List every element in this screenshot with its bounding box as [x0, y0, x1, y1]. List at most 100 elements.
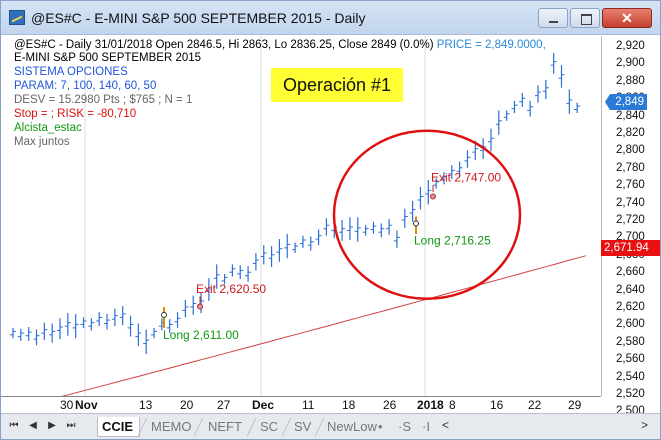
- price-bar: [417, 186, 424, 210]
- operation-annotation[interactable]: Operación #1: [271, 68, 403, 102]
- price-bar: [574, 102, 581, 113]
- workspace-tab-bar: ⏮ ◀ ▶ ⏭ CCIE MEMO NEFT SC SV NewLow • ·S…: [1, 413, 660, 439]
- price-bar: [511, 100, 518, 113]
- price-bar: [49, 323, 56, 343]
- price-bar: [378, 223, 385, 238]
- price-bar: [558, 65, 565, 88]
- price-chart-canvas[interactable]: Exit 2,620.50 Long 2,611.00 Exit 2,747.00 L…: [1, 36, 601, 396]
- price-bar: [393, 230, 400, 248]
- time-tick-label: 18: [342, 398, 356, 412]
- tab-neft[interactable]: NEFT: [208, 419, 242, 434]
- moving-average-tag: 2,671.94: [601, 240, 660, 256]
- price-tick-label: 2,660: [616, 266, 645, 279]
- tab-dot[interactable]: •: [378, 419, 383, 434]
- tab-memo[interactable]: MEMO: [151, 419, 192, 434]
- tab-i[interactable]: ·I: [422, 419, 430, 434]
- price-bar: [315, 229, 322, 246]
- time-tick-label: 30: [60, 398, 74, 412]
- time-tick-label: 2018: [417, 398, 444, 412]
- chart-app-icon: [9, 10, 25, 25]
- system-params: PARAM: 7, 100, 140, 60, 50: [14, 80, 157, 92]
- time-tick-label: 11: [302, 398, 315, 412]
- price-tick-label: 2,820: [616, 127, 645, 139]
- price-bar: [252, 253, 259, 271]
- price-bar: [362, 225, 369, 236]
- tab-scroll-left-icon[interactable]: <: [442, 418, 450, 432]
- tab-sc[interactable]: SC: [260, 419, 279, 434]
- price-tick-label: 2,600: [616, 318, 645, 331]
- price-bar: [409, 200, 416, 222]
- prev-tab-button[interactable]: ◀: [29, 420, 37, 431]
- price-tick-label: 2,780: [616, 161, 645, 174]
- price-tick-label: 2,540: [616, 370, 645, 383]
- price-bar: [440, 172, 447, 185]
- price-bar: [339, 220, 346, 241]
- time-tick-label: 26: [383, 398, 397, 412]
- exit-point-1: [197, 303, 203, 310]
- price-bar: [64, 313, 71, 336]
- tab-sv[interactable]: SV: [294, 419, 312, 434]
- deviation-readout: DESV = 15.2980 Pts ; $765 ; N = 1: [14, 94, 193, 106]
- entry-point-2: [413, 220, 419, 227]
- price-bar: [182, 300, 189, 318]
- price-bar: [503, 110, 510, 121]
- price-bar: [299, 235, 306, 248]
- price-bar: [111, 308, 118, 327]
- price-bar: [190, 295, 197, 315]
- long-label-2: Long 2,716.25: [414, 233, 491, 247]
- price-bar: [550, 52, 557, 74]
- price-tick-label: 2,840: [616, 109, 645, 122]
- price-bar: [96, 312, 103, 327]
- price-bar: [119, 306, 126, 326]
- price-bar: [268, 246, 275, 267]
- price-bar: [307, 236, 314, 251]
- time-tick-label: Dec: [252, 398, 275, 412]
- price-bar: [370, 221, 377, 234]
- price-tick-label: 2,720: [616, 214, 645, 226]
- price-bar: [245, 266, 252, 282]
- last-tab-button[interactable]: ⏭: [66, 420, 76, 431]
- price-bar: [104, 313, 111, 330]
- tab-s[interactable]: ·S: [398, 419, 411, 434]
- price-tick-label: 2,740: [616, 196, 645, 209]
- first-tab-button[interactable]: ⏮: [9, 420, 19, 431]
- price-bar: [542, 79, 549, 100]
- price-bar: [229, 264, 236, 277]
- minimize-button[interactable]: [538, 8, 568, 28]
- time-tick-label: 22: [528, 398, 542, 412]
- price-tick-label: 2,560: [616, 353, 645, 366]
- close-icon: ✕: [621, 10, 633, 26]
- info-ohlc-line: @ES#C - Daily 31/01/2018 Open 2846.5, Hi…: [14, 39, 546, 52]
- price-bar: [205, 278, 212, 301]
- price-bar: [433, 178, 440, 189]
- title-bar[interactable]: @ES#C - E-MINI S&P 500 SEPTEMBER 2015 - …: [1, 1, 660, 35]
- window-title: @ES#C - E-MINI S&P 500 SEPTEMBER 2015 - …: [31, 10, 366, 26]
- close-button[interactable]: ✕: [602, 8, 652, 28]
- time-axis[interactable]: [1, 396, 601, 413]
- price-bar: [72, 313, 79, 339]
- maximize-button[interactable]: [570, 8, 600, 28]
- price-bar: [527, 100, 534, 117]
- tab-ccie[interactable]: CCIE: [97, 417, 141, 437]
- tab-scroll-right-icon[interactable]: >: [641, 418, 649, 432]
- price-bar: [213, 264, 220, 289]
- price-bar: [237, 265, 244, 280]
- price-bar: [166, 319, 173, 334]
- price-bar: [425, 179, 432, 205]
- max-juntos-label: Max juntos: [14, 136, 70, 148]
- moving-average-line: [61, 255, 587, 396]
- tab-newlow[interactable]: NewLow: [327, 419, 377, 434]
- price-tick-label: 2,520: [616, 388, 645, 400]
- price-bar: [464, 150, 471, 168]
- price-bar: [276, 239, 283, 262]
- price-tick-label: 2,800: [616, 144, 645, 157]
- price-bar: [284, 233, 291, 259]
- price-tick-label: 2,620: [616, 301, 645, 313]
- price-bar: [135, 323, 142, 347]
- long-label-1: Long 2,611.00: [163, 328, 239, 342]
- price-bar: [174, 312, 181, 328]
- highlight-circle: [332, 129, 522, 301]
- exit-point-2: [430, 193, 436, 200]
- next-tab-button[interactable]: ▶: [48, 420, 56, 431]
